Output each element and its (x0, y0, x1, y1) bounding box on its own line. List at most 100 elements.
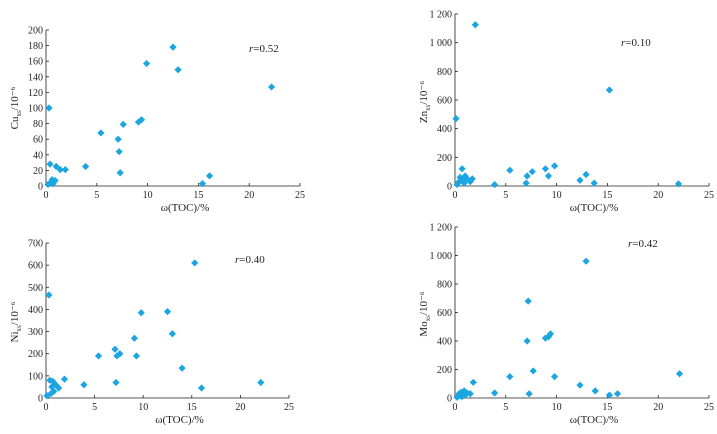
x-tick-label: 5 (503, 190, 508, 201)
data-point (111, 345, 119, 353)
x-tick-label: 25 (295, 190, 305, 201)
data-point (591, 387, 599, 395)
y-tick-label: 400 (28, 305, 43, 316)
data-point (613, 390, 622, 398)
y-tick-label: 400 (437, 124, 452, 135)
data-point (132, 352, 140, 360)
data-point (115, 148, 123, 156)
data-point (466, 178, 474, 186)
data-point (463, 389, 471, 397)
y-tick-label: 600 (437, 96, 452, 107)
x-tick-label: 15 (187, 402, 197, 413)
y-tick-label: 0 (447, 182, 452, 193)
panel-mo: 0 200 400 600 800 1 000 1 200 0 5 10 15 20 25 ω(TOC)/… (418, 223, 714, 427)
data-point (56, 166, 64, 174)
x-tick-label: 10 (138, 402, 148, 413)
data-point (541, 334, 550, 342)
y-tick-label: 1 200 (430, 223, 453, 234)
data-point (51, 176, 59, 185)
y-tick-label: 800 (437, 280, 452, 291)
data-point (529, 367, 537, 375)
data-point (455, 178, 463, 186)
data-point (112, 378, 120, 387)
y-tick-label: 200 (437, 365, 452, 376)
data-point (267, 83, 276, 91)
x-tick-label: 15 (193, 190, 203, 201)
y-tick-label: 600 (437, 308, 452, 319)
data-point (45, 291, 53, 299)
data-point (541, 165, 550, 173)
y-tick-label: 0 (447, 394, 452, 405)
data-point (137, 116, 146, 124)
data-point (453, 393, 461, 401)
y-tick-label: 40 (33, 150, 43, 161)
data-point (452, 115, 460, 123)
data-point (137, 309, 145, 317)
data-point (116, 350, 124, 358)
data-point (582, 170, 590, 179)
y-tick-label: 500 (28, 283, 43, 294)
x-tick-label: 5 (94, 190, 99, 201)
data-point (459, 176, 467, 184)
x-axis-label: ω(TOC)/% (570, 202, 619, 214)
data-point (576, 176, 584, 184)
data-point (506, 373, 514, 381)
y-tick-label: 1 000 (430, 38, 453, 49)
correlation-annotation: r=0.40 (235, 254, 265, 266)
y-tick-label: 80 (33, 119, 43, 130)
x-tick-label: 5 (92, 402, 97, 413)
data-point (491, 180, 499, 189)
y-tick-label: 60 (33, 135, 43, 146)
x-axis-label: ω(TOC)/% (570, 414, 619, 426)
data-point (456, 173, 464, 181)
data-point (506, 166, 514, 174)
data-point (197, 384, 206, 392)
y-tick-label: 20 (33, 166, 43, 177)
y-tick-label: 800 (437, 67, 452, 78)
data-point (94, 352, 103, 360)
data-point (523, 172, 531, 180)
data-point (576, 381, 584, 389)
data-point (458, 165, 466, 173)
data-point (525, 390, 533, 398)
data-point (47, 389, 55, 398)
data-point (546, 330, 555, 338)
data-point (523, 337, 531, 345)
y-tick-label: 200 (28, 26, 43, 37)
data-point (174, 66, 182, 74)
y-tick-label: 1 000 (430, 251, 453, 262)
data-point (582, 257, 590, 265)
y-tick-label: 100 (28, 104, 43, 115)
data-point (469, 378, 477, 386)
x-tick-label: 20 (653, 402, 663, 413)
data-point (60, 375, 69, 383)
data-point (257, 378, 265, 387)
x-tick-label: 15 (602, 190, 612, 201)
data-point (55, 384, 63, 392)
data-point (675, 370, 684, 378)
panel-ni: 0 100 200 300 400 500 600 700 0 5 10 15 20 25 ω(TOC)/%… (9, 239, 294, 427)
y-tick-label: 700 (28, 239, 43, 250)
data-point (163, 308, 172, 316)
data-point (119, 120, 127, 128)
panel-zn: 0 200 400 600 800 1 000 1 200 0 5 10 15 20 25 ω(TOC)/… (418, 10, 714, 215)
data-point (461, 172, 469, 180)
data-point (142, 59, 151, 68)
correlation-annotation: r=0.52 (249, 43, 279, 55)
x-tick-label: 5 (503, 402, 508, 413)
data-point (471, 21, 479, 29)
y-tick-label: 200 (437, 153, 452, 164)
x-tick-label: 20 (653, 190, 663, 201)
data-point (50, 387, 58, 395)
data-point (674, 180, 683, 188)
y-tick-label: 120 (28, 88, 43, 99)
data-point (468, 175, 476, 183)
y-tick-label: 600 (28, 261, 43, 272)
x-tick-label: 0 (44, 402, 49, 413)
data-point (80, 381, 88, 389)
y-axis-label: Cuxs/10⁻⁶ (9, 86, 23, 129)
data-point (49, 377, 57, 385)
y-tick-label: 0 (38, 182, 43, 193)
y-tick-label: 0 (38, 394, 43, 405)
data-point (97, 129, 105, 137)
